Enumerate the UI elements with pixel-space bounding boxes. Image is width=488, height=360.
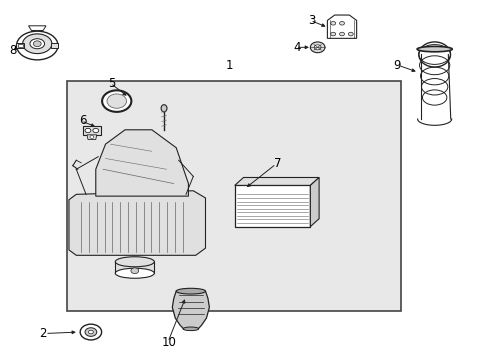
Ellipse shape: [418, 42, 449, 67]
Polygon shape: [16, 42, 23, 48]
Text: 7: 7: [273, 157, 281, 170]
Circle shape: [330, 32, 335, 36]
Ellipse shape: [22, 34, 52, 54]
Circle shape: [80, 324, 102, 340]
Text: 5: 5: [108, 77, 115, 90]
Polygon shape: [87, 135, 97, 139]
Text: 1: 1: [225, 59, 233, 72]
Bar: [18, 44, 22, 47]
Ellipse shape: [17, 31, 58, 60]
Ellipse shape: [115, 268, 154, 278]
Circle shape: [330, 22, 335, 25]
Text: 8: 8: [9, 44, 17, 57]
Bar: [115, 261, 154, 273]
Text: 3: 3: [307, 14, 315, 27]
Circle shape: [33, 41, 41, 46]
Circle shape: [93, 129, 99, 133]
Circle shape: [339, 32, 344, 36]
Circle shape: [107, 94, 126, 108]
Polygon shape: [310, 177, 319, 226]
Polygon shape: [327, 15, 356, 39]
Polygon shape: [28, 26, 46, 31]
Circle shape: [310, 42, 325, 53]
Circle shape: [88, 330, 93, 334]
Ellipse shape: [176, 288, 205, 294]
Text: 9: 9: [392, 59, 400, 72]
Circle shape: [85, 328, 97, 336]
Bar: [234, 185, 310, 226]
Polygon shape: [69, 191, 205, 255]
Circle shape: [314, 45, 321, 50]
Circle shape: [347, 32, 352, 36]
Text: 10: 10: [161, 336, 176, 348]
Bar: [66, 81, 400, 311]
Bar: [83, 126, 101, 135]
Text: 4: 4: [293, 41, 300, 54]
Circle shape: [102, 90, 131, 112]
Polygon shape: [172, 291, 209, 329]
Polygon shape: [51, 42, 58, 48]
Text: 6: 6: [79, 114, 86, 127]
Ellipse shape: [30, 39, 44, 49]
Polygon shape: [234, 177, 319, 185]
Circle shape: [131, 268, 139, 274]
Circle shape: [85, 129, 91, 133]
Ellipse shape: [416, 46, 451, 52]
Circle shape: [339, 22, 344, 25]
Text: 2: 2: [39, 327, 46, 340]
Ellipse shape: [183, 327, 198, 330]
Circle shape: [90, 135, 94, 138]
Polygon shape: [96, 130, 188, 196]
Ellipse shape: [115, 257, 154, 267]
Ellipse shape: [161, 105, 166, 112]
